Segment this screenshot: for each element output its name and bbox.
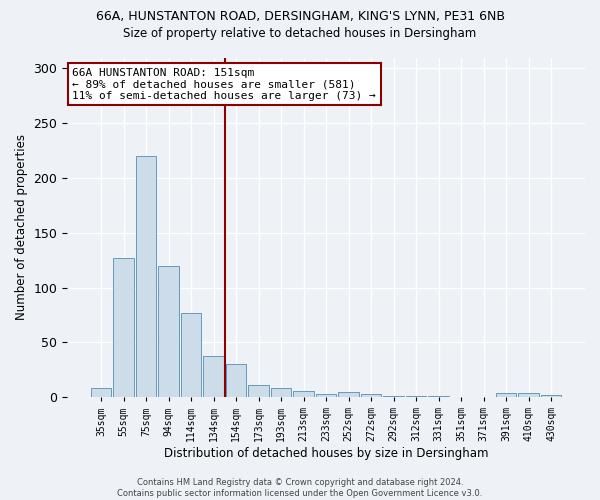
Bar [361,394,382,397]
Text: Contains HM Land Registry data © Crown copyright and database right 2024.
Contai: Contains HM Land Registry data © Crown c… [118,478,482,498]
Bar [136,156,157,397]
Bar [226,364,247,397]
Bar [541,395,562,397]
Text: 66A, HUNSTANTON ROAD, DERSINGHAM, KING'S LYNN, PE31 6NB: 66A, HUNSTANTON ROAD, DERSINGHAM, KING'S… [95,10,505,23]
Bar [428,396,449,397]
Bar [316,394,337,397]
Y-axis label: Number of detached properties: Number of detached properties [15,134,28,320]
Bar [203,356,224,397]
Bar [91,388,112,397]
Bar [518,393,539,397]
Text: 66A HUNSTANTON ROAD: 151sqm
← 89% of detached houses are smaller (581)
11% of se: 66A HUNSTANTON ROAD: 151sqm ← 89% of det… [73,68,376,101]
Text: Size of property relative to detached houses in Dersingham: Size of property relative to detached ho… [124,28,476,40]
Bar [271,388,292,397]
Bar [496,393,517,397]
X-axis label: Distribution of detached houses by size in Dersingham: Distribution of detached houses by size … [164,447,488,460]
Bar [181,313,202,397]
Bar [248,385,269,397]
Bar [406,396,427,397]
Bar [293,390,314,397]
Bar [113,258,134,397]
Bar [338,392,359,397]
Bar [158,266,179,397]
Bar [383,396,404,397]
